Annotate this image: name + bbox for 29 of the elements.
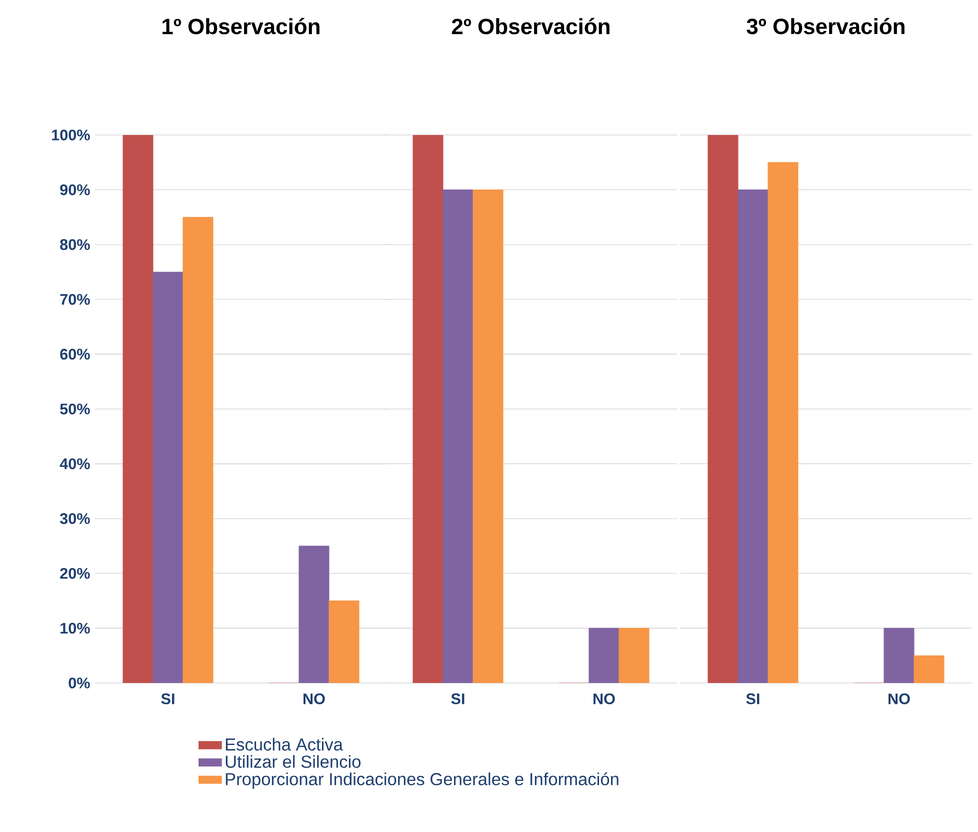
y-tick-label: 20% — [60, 568, 90, 579]
x-tick-label: NO — [594, 693, 615, 704]
x-tick-label: NO — [888, 693, 910, 704]
bar — [122, 134, 154, 683]
y-tick-label: 100% — [52, 130, 90, 140]
chart-title: 1º Observación — [162, 18, 320, 34]
bar — [182, 216, 214, 683]
y-tick-label: 80% — [60, 239, 90, 250]
x-tick-label: NO — [304, 693, 325, 704]
y-tick-label: 50% — [60, 404, 90, 414]
bar — [914, 655, 944, 683]
legend-label: Proporcionar Indicaciones Generales e Información — [226, 772, 618, 789]
y-tick-label: 90% — [60, 184, 90, 196]
chart-title: 3º Observación — [746, 18, 904, 34]
bar — [412, 134, 444, 683]
y-tick-label: 0% — [68, 678, 90, 688]
y-tick-label: 40% — [60, 458, 90, 470]
legend-label: Escucha Activa — [226, 738, 343, 751]
chart-title: 2º Observación — [452, 18, 610, 34]
legend-label: Utilizar el Silencio — [226, 755, 361, 768]
y-tick-label: 60% — [60, 348, 90, 360]
y-tick-label: 10% — [60, 622, 90, 634]
y-tick-label: 30% — [60, 513, 90, 524]
bar — [768, 162, 798, 683]
x-tick-label: SI — [746, 693, 760, 704]
x-tick-label: SI — [451, 693, 464, 704]
x-tick-label: SI — [161, 693, 174, 704]
y-tick-label: 70% — [60, 294, 90, 305]
bar — [328, 600, 360, 683]
